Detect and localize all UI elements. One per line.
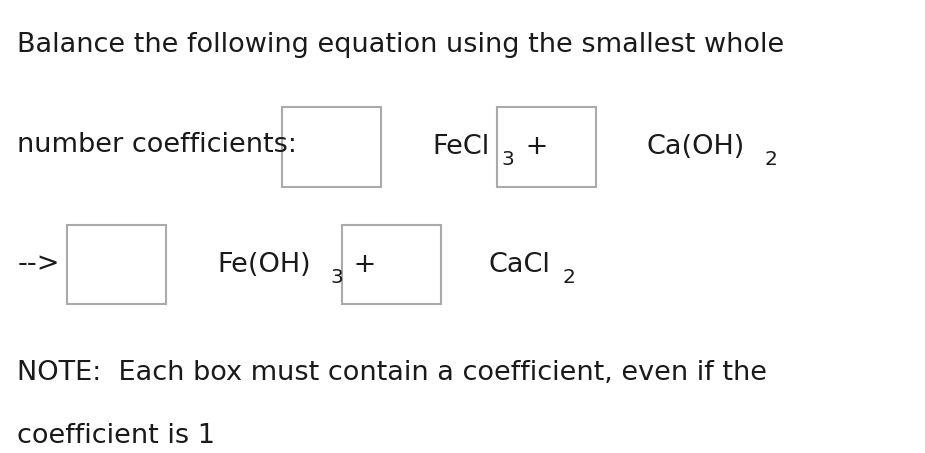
Text: Fe(OH): Fe(OH) xyxy=(217,251,312,278)
FancyBboxPatch shape xyxy=(497,107,596,187)
Text: coefficient is 1: coefficient is 1 xyxy=(18,424,216,449)
Text: 2: 2 xyxy=(765,150,778,169)
Text: -->: --> xyxy=(18,251,60,278)
Text: Balance the following equation using the smallest whole: Balance the following equation using the… xyxy=(18,32,784,58)
Text: +: + xyxy=(345,251,376,278)
FancyBboxPatch shape xyxy=(67,225,166,304)
Text: FeCl: FeCl xyxy=(433,134,490,160)
FancyBboxPatch shape xyxy=(282,107,381,187)
Text: NOTE:  Each box must contain a coefficient, even if the: NOTE: Each box must contain a coefficien… xyxy=(18,360,767,386)
Text: number coefficients:: number coefficients: xyxy=(18,132,297,158)
Text: Ca(OH): Ca(OH) xyxy=(647,134,746,160)
Text: 3: 3 xyxy=(501,150,514,169)
Text: CaCl: CaCl xyxy=(488,251,550,278)
Text: +: + xyxy=(517,134,549,160)
Text: 2: 2 xyxy=(563,268,575,287)
Text: 3: 3 xyxy=(330,268,343,287)
FancyBboxPatch shape xyxy=(342,225,441,304)
